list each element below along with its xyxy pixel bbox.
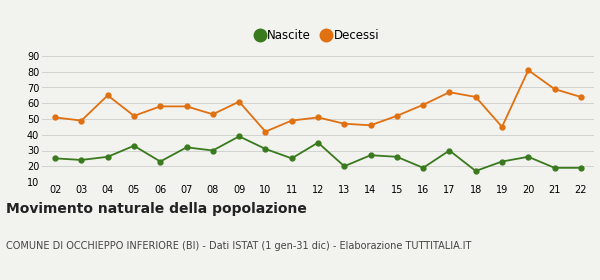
Legend: Nascite, Decessi: Nascite, Decessi <box>252 24 384 46</box>
Text: COMUNE DI OCCHIEPPO INFERIORE (BI) - Dati ISTAT (1 gen-31 dic) - Elaborazione TU: COMUNE DI OCCHIEPPO INFERIORE (BI) - Dat… <box>6 241 472 251</box>
Text: Movimento naturale della popolazione: Movimento naturale della popolazione <box>6 202 307 216</box>
